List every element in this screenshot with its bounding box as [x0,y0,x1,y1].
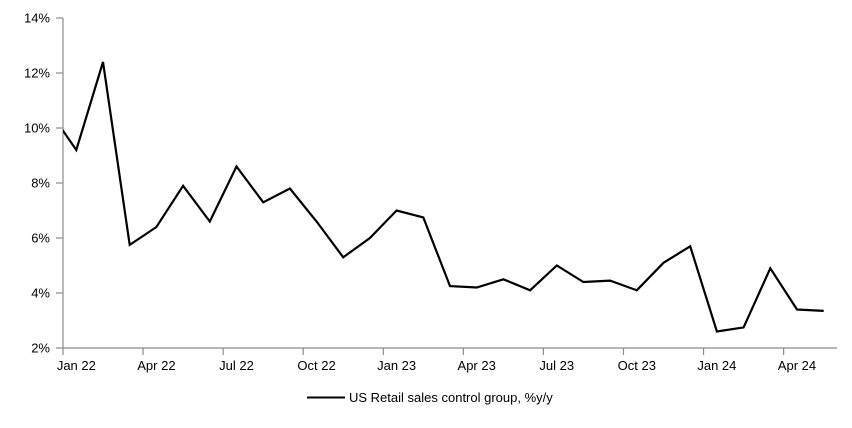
x-tick-label: Jan 22 [57,358,96,373]
series-layer [63,61,824,333]
y-tick-label: 12% [24,66,50,81]
y-tick-label: 4% [31,286,50,301]
x-tick-label: Oct 23 [618,358,656,373]
x-tick-label: Jul 23 [539,358,574,373]
x-tick-label: Jul 22 [219,358,254,373]
x-tick-label: Jan 23 [377,358,416,373]
x-tick-label: Oct 22 [297,358,335,373]
axes: 2% 4% 6% 8% 10% 12% 14% Jan 22 Apr 22 Jul 22 Oct 2… [24,11,837,373]
y-tick-label: 8% [31,176,50,191]
legend-label: US Retail sales control group, %y/y [349,390,553,405]
y-tick-label: 2% [31,341,50,356]
x-tick-label: Jan 24 [697,358,736,373]
y-tick-label: 10% [24,121,50,136]
x-tick-label: Apr 23 [458,358,496,373]
series-line-us-retail-control-group [63,61,824,333]
x-tick-label: Apr 22 [137,358,175,373]
y-tick-label: 14% [24,11,50,26]
y-tick-label: 6% [31,231,50,246]
legend: US Retail sales control group, %y/y [307,390,553,405]
x-tick-label: Apr 24 [778,358,816,373]
